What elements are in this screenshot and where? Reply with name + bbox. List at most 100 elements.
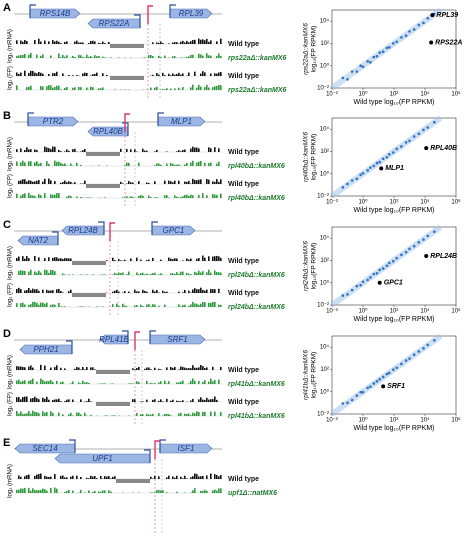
track-bar (178, 291, 180, 293)
track-bar (80, 274, 82, 275)
track-bar (200, 179, 202, 184)
track-bar (158, 292, 160, 293)
track-bar (92, 274, 94, 275)
track-bar (136, 44, 138, 48)
track-bar (44, 412, 46, 416)
track-bar (194, 488, 196, 493)
track-bar (54, 487, 56, 493)
track-bar (54, 181, 56, 184)
track-bar (38, 490, 40, 493)
track-bar (126, 479, 128, 483)
gene-label: SEC14 (32, 444, 58, 453)
track-bar (142, 195, 144, 198)
track-bar (128, 76, 130, 80)
track-bar (38, 257, 40, 261)
track-bar (188, 305, 190, 307)
scatter-point (369, 61, 372, 64)
track-bar (18, 413, 20, 416)
track-bar (58, 258, 60, 261)
scatter-point (381, 50, 385, 54)
track-bar (92, 184, 94, 188)
track-strain: Wild type (228, 258, 259, 265)
track-bar (202, 411, 204, 416)
scatter-point (341, 294, 345, 297)
track-bar (18, 379, 20, 384)
track-bar (130, 182, 132, 184)
track-bar (72, 399, 74, 402)
track-bar (52, 40, 54, 44)
track-bar (208, 399, 210, 402)
track-bar (96, 370, 98, 374)
track-bar (16, 489, 18, 493)
track-bar (34, 289, 36, 293)
track-bar (36, 412, 38, 416)
track-bar (18, 270, 20, 275)
track-bar (106, 184, 108, 188)
track-bar (200, 287, 202, 293)
track-bar (18, 489, 20, 493)
track-bar (100, 184, 102, 188)
tss-marker (124, 113, 130, 132)
track-bar (174, 195, 176, 198)
track-bar (78, 293, 80, 297)
track-bar (156, 163, 158, 166)
track-bar (206, 38, 208, 44)
track-bar (164, 180, 166, 184)
track-bar (104, 370, 106, 374)
track-bar (118, 402, 120, 406)
track-bar (146, 182, 148, 184)
scatter-point (433, 230, 436, 233)
track-bar (146, 479, 148, 483)
track-bar (68, 414, 70, 416)
scatter-point (361, 171, 365, 175)
track-bar (94, 476, 96, 479)
track-bar (204, 399, 206, 402)
x-tick-label: 10⁶ (451, 417, 461, 424)
track-bar (84, 261, 86, 265)
track-bar (152, 273, 154, 275)
track-bar (206, 272, 208, 275)
x-tick-label: 10² (390, 200, 399, 206)
track-bar (50, 367, 52, 370)
track-bar (30, 269, 32, 275)
gene-label: MLP1 (171, 117, 192, 126)
track-bar (122, 197, 124, 198)
track-bar (214, 380, 216, 384)
track-bar (140, 304, 142, 307)
scatter-point (381, 267, 385, 270)
track-bar (182, 366, 184, 370)
track-bar (146, 399, 148, 402)
track-bar (188, 72, 190, 76)
track-bar (52, 399, 54, 402)
gene-arrow (87, 126, 129, 137)
track-bar (190, 477, 192, 479)
track-bar (56, 193, 58, 198)
track-bar (48, 399, 50, 402)
track-bar (86, 72, 88, 76)
track-bar (130, 44, 132, 48)
tss-marker (134, 331, 140, 350)
track-bar (24, 476, 26, 479)
track-axis-label: log₂ (mRNA) (8, 29, 14, 63)
scatter-point (417, 241, 421, 244)
scatter-point (388, 153, 391, 156)
gene-label: PTR2 (43, 117, 64, 126)
track-bar (156, 149, 158, 152)
track-bar (36, 490, 38, 493)
track-bar (190, 368, 192, 370)
track-bar (98, 55, 100, 58)
track-strain: Wild type (228, 399, 259, 406)
track-bar (218, 288, 220, 293)
track-bar (108, 184, 110, 188)
track-bar (48, 73, 50, 76)
scatter-point (385, 264, 389, 268)
track-bar (56, 161, 58, 166)
track-axis-label: log₂ (mRNA) (8, 464, 14, 498)
track-bar (164, 413, 166, 416)
track-bar (210, 162, 212, 166)
track-bar (220, 475, 222, 479)
track-bar (208, 381, 210, 384)
track-bar (24, 162, 26, 166)
track-bar (190, 292, 192, 293)
track-bar (132, 196, 134, 198)
